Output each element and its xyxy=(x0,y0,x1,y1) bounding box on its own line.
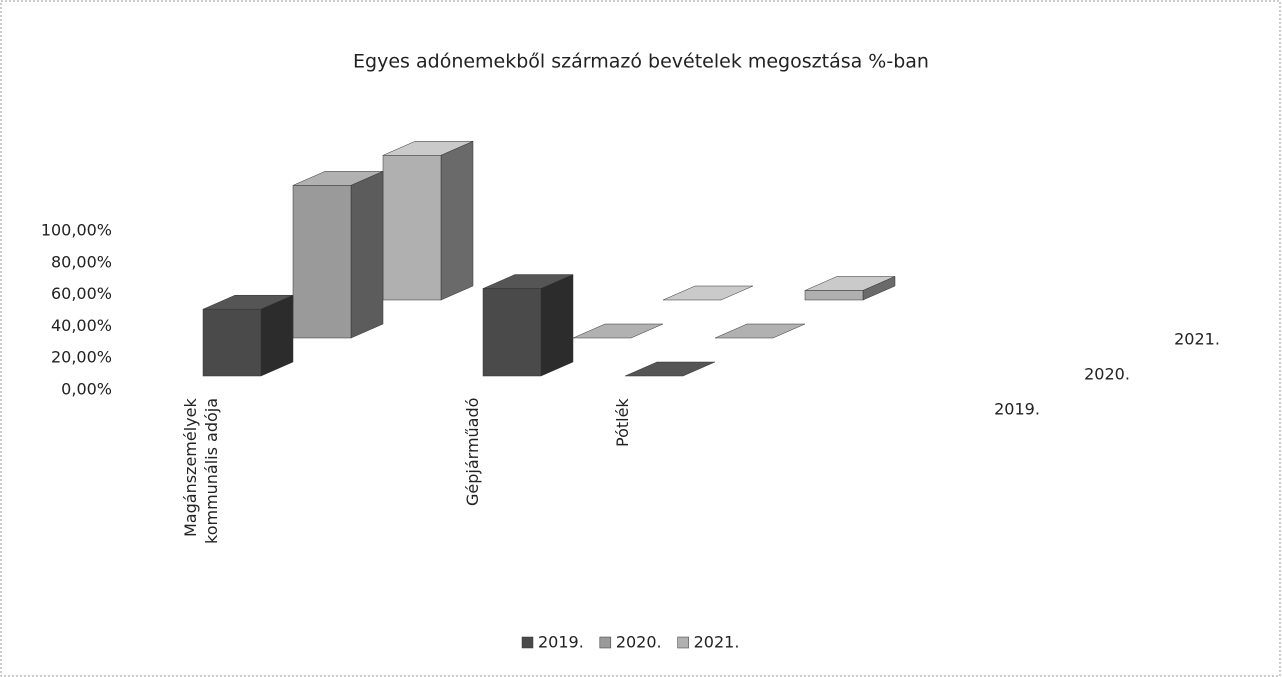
x-tick-label: Pótlék xyxy=(613,398,632,447)
legend-label: 2019. xyxy=(538,633,584,652)
depth-axis-label: 2019. xyxy=(994,400,1040,419)
bar-side xyxy=(350,170,384,339)
bar-top xyxy=(714,323,806,339)
bar-top xyxy=(624,361,716,377)
y-tick-label: 80,00% xyxy=(51,252,112,271)
y-tick-label: 20,00% xyxy=(51,348,112,367)
bar-side xyxy=(260,294,294,377)
depth-axis-label: 2020. xyxy=(1084,365,1130,384)
legend-swatch xyxy=(677,636,689,649)
y-tick-label: 60,00% xyxy=(51,284,112,303)
bar xyxy=(382,155,442,301)
bar xyxy=(804,290,864,301)
bar-top xyxy=(662,285,754,301)
chart-title: Egyes adónemekből származó bevételek meg… xyxy=(353,51,929,73)
legend-swatch xyxy=(521,636,534,649)
x-tick-label: Magánszemélyek kommunális adója xyxy=(181,398,221,545)
y-tick-label: 100,00% xyxy=(41,221,112,240)
y-tick-label: 0,00% xyxy=(61,380,112,399)
bar-top xyxy=(572,323,664,339)
depth-axis-label: 2021. xyxy=(1174,330,1220,349)
x-tick-label: Gépjárműadó xyxy=(463,398,482,507)
legend-label: 2021. xyxy=(694,633,740,652)
bar xyxy=(482,288,542,377)
y-tick-label: 40,00% xyxy=(51,316,112,335)
bar xyxy=(292,185,352,339)
bar-side xyxy=(440,140,474,301)
bar-side xyxy=(540,274,574,377)
legend-label: 2020. xyxy=(616,633,662,652)
bar xyxy=(202,308,262,377)
legend-swatch xyxy=(599,636,612,649)
